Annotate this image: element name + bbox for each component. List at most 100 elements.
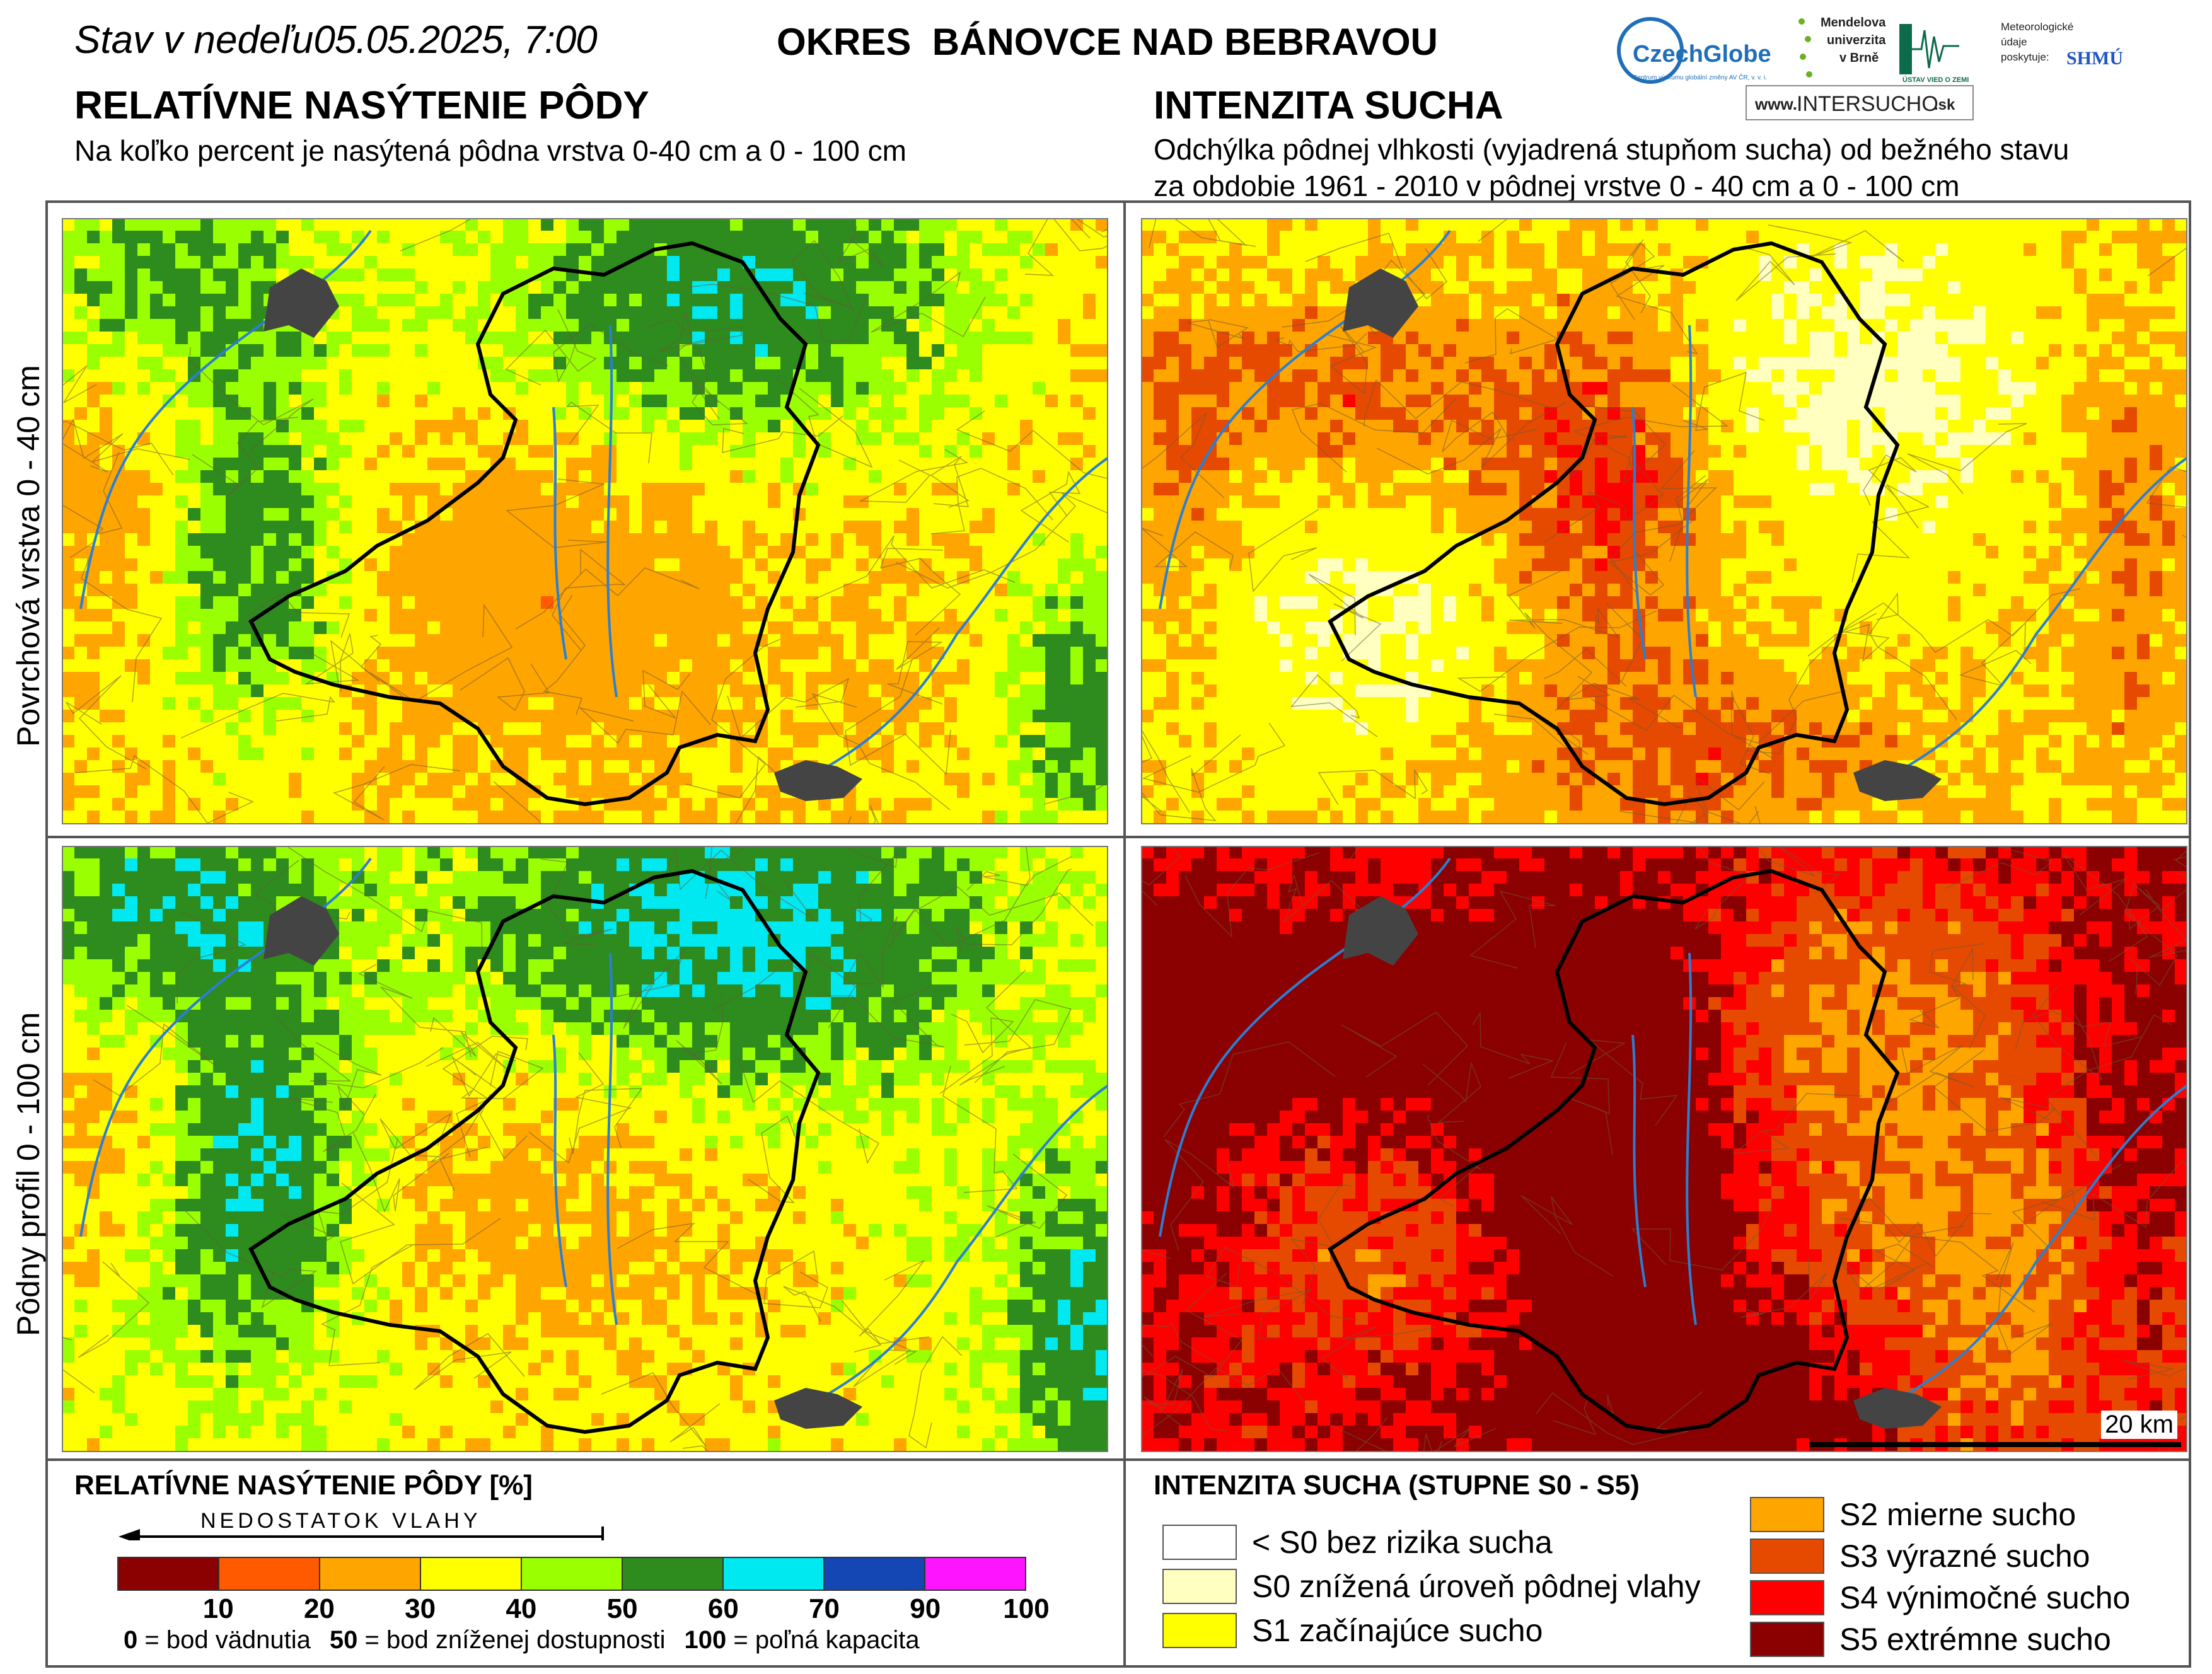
saturation-tick-label: 100: [1003, 1593, 1050, 1624]
saturation-tick-label: 20: [303, 1593, 335, 1624]
drought-legend-label: S4 výnimočné sucho: [1839, 1580, 2131, 1615]
drought-legend-swatch: [1750, 1538, 1824, 1574]
district-boundary: [248, 241, 821, 807]
date-value: 05.05.2025, 7:00: [313, 18, 597, 62]
svg-text:Meteorologické údaje: Meteorologické údaje poskytuje:: [2001, 21, 2076, 63]
note-key-100: 100: [684, 1626, 727, 1654]
saturation-color-bar: [117, 1557, 1026, 1591]
deficit-arrow-label: NEDOSTATOK VLAHY: [200, 1509, 482, 1533]
saturation-swatch: [521, 1558, 622, 1590]
drought-legend-swatch: [1750, 1580, 1824, 1615]
drought-legend-label: S2 mierne sucho: [1839, 1497, 2076, 1532]
map-raster-cells: [1141, 846, 2187, 1452]
drought-legend-item: S2 mierne sucho: [1750, 1496, 2076, 1533]
map-raster-cells: [62, 846, 1108, 1452]
drought-subtitle-line2: za obdobie 1961 - 2010 v pôdnej vrstve 0…: [1154, 170, 1960, 202]
drought-legend-swatch: [1750, 1497, 1824, 1532]
drought-legend-title: INTENZITA SUCHA (STUPNE S0 - S5): [1154, 1470, 1640, 1501]
municipality-boundaries: [1141, 846, 2187, 1452]
drought-legend-item: < S0 bez rizika sucha: [1162, 1524, 1553, 1561]
note-key-50: 50: [329, 1626, 358, 1654]
uvgz-logo: ÚSTAV VIED O ZEMI: [1899, 24, 1969, 84]
row-label-profile: Pôdny profil 0 - 100 cm: [11, 1012, 46, 1336]
svg-text:Mendelova univerzita: Mendelova univerzita v Brně: [1821, 16, 1889, 65]
panel-divider-horizontal-1: [45, 836, 2191, 838]
saturation-swatch: [218, 1558, 319, 1590]
map-border: [62, 846, 1108, 1452]
saturation-tick-label: 70: [809, 1593, 840, 1624]
saturation-swatch: [722, 1558, 823, 1590]
drought-legend-swatch: [1750, 1622, 1824, 1657]
czechglobe-text: CzechGlobe: [1633, 41, 1771, 67]
drought-legend-item: S1 začínajúce sucho: [1162, 1612, 1543, 1649]
district-boundary: [1328, 241, 1900, 807]
drought-legend-item: S0 znížená úroveň pôdnej vlahy: [1162, 1568, 1701, 1605]
intersucho-logo: www. INTERSUCHO .sk: [1746, 85, 1974, 120]
row-label-topsoil: Povrchová vrstva 0 - 40 cm: [11, 365, 46, 747]
drought-legend-swatch: [1162, 1525, 1237, 1560]
note-text-50: = bod zníženej dostupnosti: [357, 1626, 666, 1654]
saturation-tick-label: 30: [405, 1593, 436, 1624]
saturation-legend-note: 0 = bod vädnutia 50 = bod zníženej dostup…: [124, 1626, 920, 1654]
drought-legend-item: S4 výnimočné sucho: [1750, 1579, 2130, 1616]
intersucho-suffix: .sk: [1934, 96, 1955, 113]
report-date: Stav v nedeľu05.05.2025, 7:00: [74, 18, 598, 62]
drought-legend-label: S3 výrazné sucho: [1839, 1538, 2090, 1574]
district-boundary: [1328, 869, 1900, 1434]
saturation-swatch: [823, 1558, 924, 1590]
map-border: [1141, 846, 2187, 1452]
czechglobe-logo: CzechGlobe Centrum výzkumu globální změn…: [1617, 17, 1771, 84]
saturation-tick-label: 60: [707, 1593, 739, 1624]
panel-divider-horizontal-2: [45, 1458, 2191, 1461]
map-border: [62, 218, 1108, 824]
uvgz-text: ÚSTAV VIED O ZEMI: [1902, 76, 1969, 84]
map-drought-topsoil: [1141, 218, 2187, 824]
urban-areas: [1343, 268, 1942, 801]
drought-legend-swatch: [1162, 1613, 1237, 1648]
map-border: [1141, 218, 2187, 824]
mendel-logo: Mendelova univerzita v Brně: [1798, 16, 1889, 78]
saturation-swatch: [119, 1558, 218, 1590]
map-saturation-topsoil: [62, 218, 1108, 824]
shmu-logo: Meteorologické údaje poskytuje: SHMÚ: [2001, 21, 2123, 69]
saturation-tick-label: 40: [506, 1593, 537, 1624]
note-text-0: = bod vädnutia: [137, 1626, 311, 1654]
urban-areas: [263, 896, 862, 1429]
map-saturation-profile: [62, 846, 1108, 1452]
saturation-tick-label: 50: [606, 1593, 638, 1624]
note-key-0: 0: [124, 1626, 138, 1654]
date-prefix: Stav v nedeľu: [74, 18, 314, 62]
panel-divider-vertical: [1123, 200, 1126, 1668]
municipality-boundaries: [62, 846, 1108, 1452]
drought-legend-item: S5 extrémne sucho: [1750, 1621, 2111, 1658]
czechglobe-subtext: Centrum výzkumu globální změny AV ČR, v.…: [1633, 73, 1767, 81]
intersucho-main: INTERSUCHO: [1797, 92, 1938, 116]
saturation-ticks: 10 20 30 40 50 60 70 90 100: [117, 1592, 1050, 1625]
map-raster-cells: [62, 218, 1108, 824]
drought-legend-swatch: [1162, 1569, 1237, 1604]
drought-legend-item: S3 výrazné sucho: [1750, 1538, 2090, 1574]
map-drought-profile: [1141, 846, 2187, 1452]
saturation-swatch: [319, 1558, 420, 1590]
scalebar-label: 20 km: [2101, 1411, 2177, 1439]
drought-subtitle-line1: Odchýlka pôdnej vlhkosti (vyjadrená stup…: [1154, 133, 2070, 166]
saturation-subtitle: Na koľko percent je nasýtená pôdna vrstv…: [74, 134, 906, 167]
intersucho-prefix: www.: [1754, 95, 1797, 113]
saturation-swatch: [924, 1558, 1025, 1590]
deficit-arrow: NEDOSTATOK VLAHY: [119, 1509, 605, 1540]
drought-title: INTENZITA SUCHA: [1154, 84, 1503, 127]
shmu-text: SHMÚ: [2066, 48, 2123, 69]
urban-areas: [1343, 896, 1942, 1429]
map-raster-cells: [1141, 218, 2187, 824]
drought-legend-label: S5 extrémne sucho: [1839, 1622, 2111, 1657]
note-text-100: = poľná kapacita: [726, 1626, 920, 1654]
urban-areas: [263, 268, 862, 801]
district-boundary: [248, 869, 821, 1434]
district-title: OKRES BÁNOVCE NAD BEBRAVOU: [777, 21, 1438, 63]
drought-subtitle: Odchýlka pôdnej vlhkosti (vyjadrená stup…: [1154, 131, 2069, 204]
saturation-tick-label: 10: [202, 1593, 234, 1624]
municipality-boundaries: [1141, 218, 2187, 824]
saturation-swatch: [420, 1558, 521, 1590]
drought-legend-label: S0 znížená úroveň pôdnej vlahy: [1252, 1569, 1701, 1604]
saturation-legend-title: RELATÍVNE NASÝTENIE PÔDY [%]: [74, 1470, 533, 1501]
